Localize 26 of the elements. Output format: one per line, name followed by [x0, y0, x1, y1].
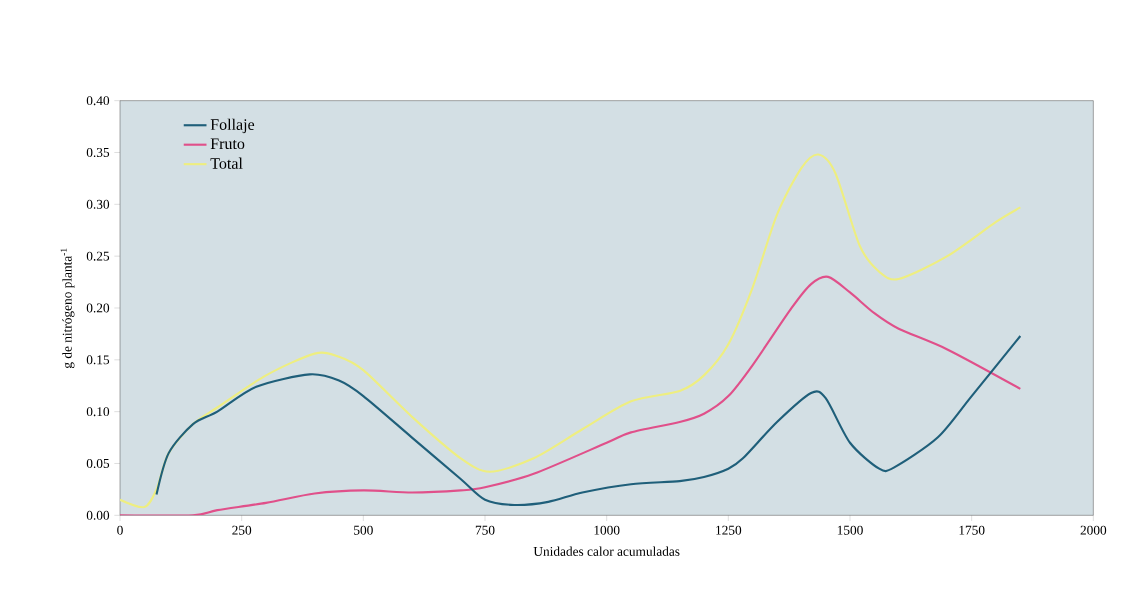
y-tick-label: 0.00 [86, 510, 110, 520]
legend-label: Total [210, 157, 243, 169]
y-tick-label: 0.20 [86, 303, 110, 313]
x-tick-label: 2000 [1080, 525, 1107, 535]
x-tick-label: 0 [117, 525, 123, 535]
line-series [120, 153, 1022, 509]
x-tick-label: 500 [354, 525, 373, 535]
x-tick-label: 1750 [959, 525, 985, 535]
y-tick-label: 0.30 [86, 199, 110, 209]
y-tick-label: 0.15 [86, 355, 110, 365]
y-tick-label: 0.35 [86, 147, 110, 158]
y-tick-label: 0.40 [86, 96, 110, 106]
y-tick-label: 0.05 [86, 458, 110, 469]
x-tick-label: 1250 [716, 525, 742, 535]
x-tick-label: 1500 [837, 525, 863, 535]
x-tick-label: 1000 [594, 525, 620, 535]
y-tick-label: 0.10 [86, 407, 110, 417]
legend-label: Fruto [210, 138, 245, 150]
x-tick-label: 250 [232, 525, 252, 535]
y-axis-title: g de nitrógeno planta$^{-1}$ [60, 248, 75, 369]
y-tick-label: 0.25 [86, 251, 110, 261]
x-axis-title: Unidades calor acumuladas [533, 546, 680, 556]
legend-label: Follaje [210, 118, 255, 134]
line-series [120, 275, 1022, 516]
line-series [155, 334, 1022, 507]
x-tick-label: 750 [475, 525, 495, 535]
